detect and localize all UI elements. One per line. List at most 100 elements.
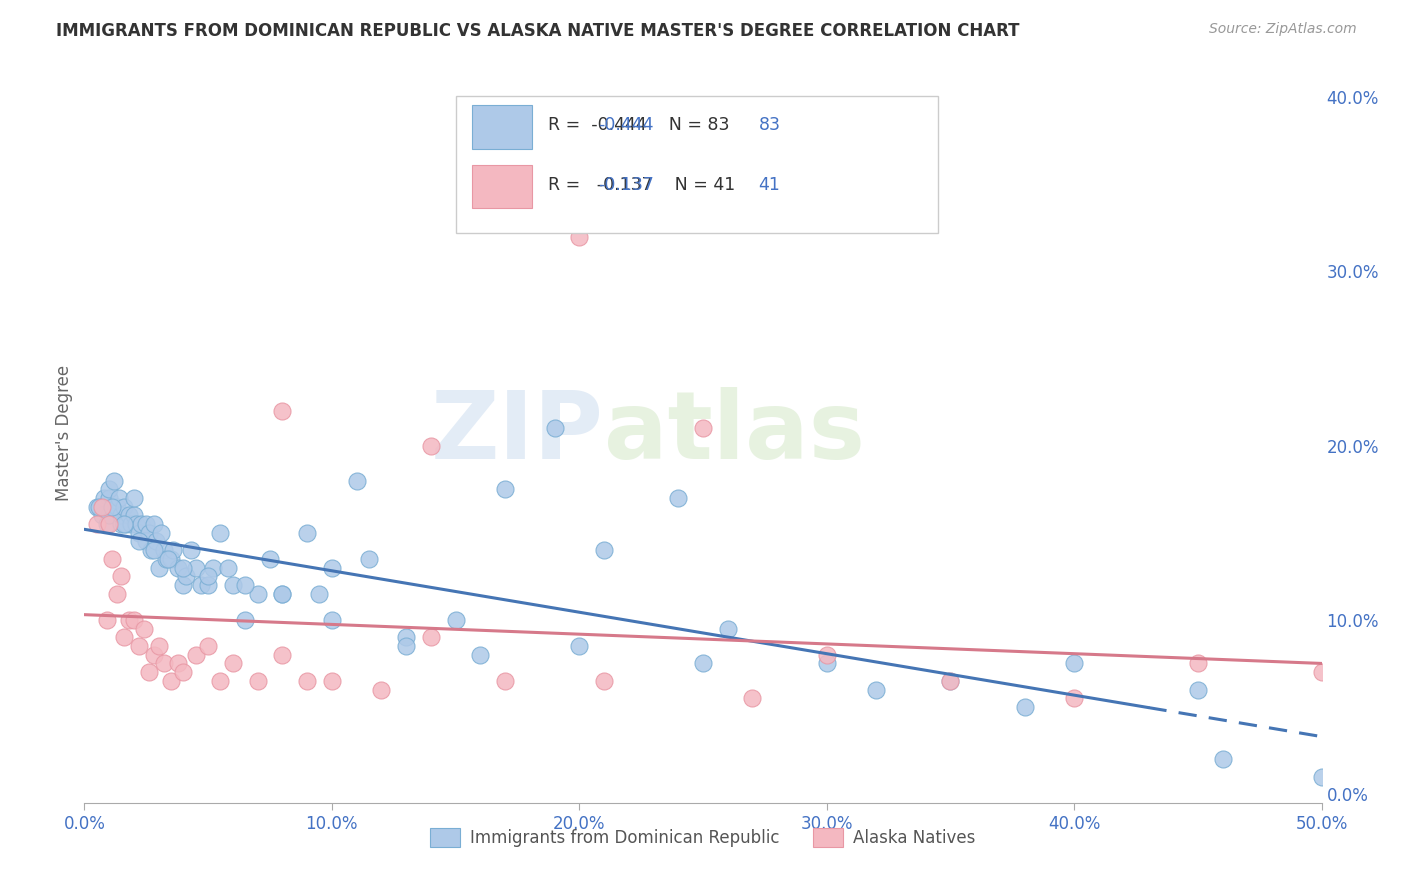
- Point: [138, 525, 160, 540]
- Point: [568, 639, 591, 653]
- Point: [357, 552, 380, 566]
- Point: [1063, 691, 1085, 706]
- Point: [233, 613, 256, 627]
- Point: [197, 639, 219, 653]
- Point: [717, 622, 740, 636]
- Point: [157, 552, 180, 566]
- Point: [419, 630, 441, 644]
- Point: [155, 552, 177, 566]
- Point: [125, 517, 148, 532]
- Point: [593, 543, 616, 558]
- Point: [160, 552, 183, 566]
- Point: [120, 517, 142, 532]
- Point: [98, 508, 121, 523]
- Point: [110, 517, 132, 532]
- Point: [98, 517, 121, 532]
- Point: [321, 673, 343, 688]
- Point: [98, 491, 121, 505]
- Point: [112, 630, 135, 644]
- Point: [395, 630, 418, 644]
- Point: [135, 517, 157, 532]
- Point: [96, 517, 118, 532]
- Point: [692, 657, 714, 671]
- Point: [100, 552, 122, 566]
- Point: [209, 673, 232, 688]
- Point: [162, 543, 184, 558]
- Point: [89, 500, 111, 514]
- Point: [1212, 752, 1234, 766]
- Point: [271, 587, 294, 601]
- Point: [346, 474, 368, 488]
- FancyBboxPatch shape: [456, 95, 938, 233]
- Point: [138, 665, 160, 680]
- Point: [90, 500, 112, 514]
- Text: IMMIGRANTS FROM DOMINICAN REPUBLIC VS ALASKA NATIVE MASTER'S DEGREE CORRELATION : IMMIGRANTS FROM DOMINICAN REPUBLIC VS AL…: [56, 22, 1019, 40]
- Point: [98, 482, 121, 496]
- Point: [160, 673, 183, 688]
- Point: [112, 500, 135, 514]
- Point: [741, 691, 763, 706]
- Point: [692, 421, 714, 435]
- Point: [122, 491, 145, 505]
- Point: [105, 587, 128, 601]
- FancyBboxPatch shape: [471, 105, 533, 149]
- Point: [141, 543, 163, 558]
- Point: [222, 578, 245, 592]
- Point: [128, 534, 150, 549]
- Point: [593, 673, 616, 688]
- Point: [93, 491, 115, 505]
- Point: [190, 578, 212, 592]
- Point: [246, 587, 269, 601]
- Point: [939, 673, 962, 688]
- Point: [444, 613, 467, 627]
- Text: atlas: atlas: [605, 386, 865, 479]
- Point: [233, 578, 256, 592]
- Point: [172, 560, 194, 574]
- Point: [222, 657, 245, 671]
- Point: [295, 673, 318, 688]
- Point: [145, 534, 167, 549]
- Y-axis label: Master's Degree: Master's Degree: [55, 365, 73, 500]
- Point: [1310, 665, 1333, 680]
- Point: [470, 648, 492, 662]
- Point: [90, 508, 112, 523]
- Point: [494, 673, 516, 688]
- Point: [271, 587, 294, 601]
- Point: [321, 613, 343, 627]
- Point: [1187, 657, 1209, 671]
- Point: [112, 517, 135, 532]
- Point: [86, 500, 108, 514]
- Text: 41: 41: [759, 176, 780, 194]
- Text: R =   -0.137    N = 41: R = -0.137 N = 41: [548, 176, 735, 194]
- Point: [259, 552, 281, 566]
- Point: [167, 657, 190, 671]
- Point: [174, 569, 197, 583]
- Point: [666, 491, 689, 505]
- Point: [115, 517, 138, 532]
- Point: [128, 639, 150, 653]
- Point: [142, 648, 165, 662]
- Point: [110, 569, 132, 583]
- Point: [197, 569, 219, 583]
- Point: [135, 534, 157, 549]
- Point: [152, 657, 174, 671]
- Point: [419, 439, 441, 453]
- Text: Source: ZipAtlas.com: Source: ZipAtlas.com: [1209, 22, 1357, 37]
- Point: [148, 560, 170, 574]
- Point: [150, 525, 173, 540]
- Point: [128, 525, 150, 540]
- FancyBboxPatch shape: [471, 165, 533, 209]
- Point: [865, 682, 887, 697]
- Point: [1310, 770, 1333, 784]
- Point: [295, 525, 318, 540]
- Point: [105, 500, 128, 514]
- Text: -0.137: -0.137: [598, 176, 654, 194]
- Point: [1187, 682, 1209, 697]
- Point: [132, 622, 155, 636]
- Point: [167, 560, 190, 574]
- Point: [815, 657, 838, 671]
- Point: [321, 560, 343, 574]
- Point: [197, 578, 219, 592]
- Point: [184, 648, 207, 662]
- Point: [100, 500, 122, 514]
